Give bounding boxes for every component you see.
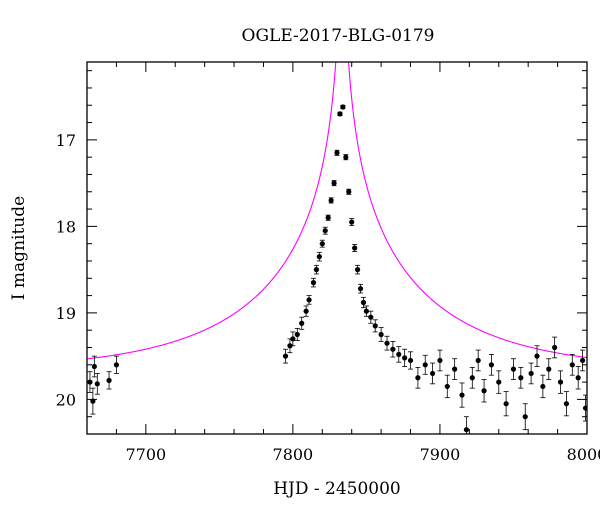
data-point	[94, 373, 100, 395]
data-point	[552, 336, 558, 359]
data-point	[496, 370, 502, 394]
data-point	[534, 345, 540, 367]
data-point	[469, 366, 475, 389]
plot-frame	[86, 61, 588, 435]
data-point	[429, 362, 436, 385]
y-tick-label: 17	[56, 131, 76, 150]
axis-tick-labels: 7700 7800 7900 8000 17 18 19 20	[56, 131, 600, 464]
data-point	[378, 327, 384, 342]
data-point	[346, 188, 352, 195]
data-point	[337, 111, 343, 117]
x-tick-label: 7900	[420, 445, 461, 464]
data-point	[563, 391, 570, 417]
data-point	[363, 305, 370, 317]
data-point	[360, 296, 367, 309]
data-point	[407, 351, 414, 370]
data-point	[299, 316, 305, 330]
data-point	[402, 348, 408, 367]
data-point	[340, 104, 346, 110]
data-point	[396, 346, 402, 363]
data-point	[437, 349, 443, 372]
data-point	[510, 358, 517, 380]
data-point	[463, 416, 470, 434]
data-point	[384, 335, 390, 351]
data-point	[390, 341, 396, 358]
data-point	[290, 331, 296, 347]
data-point	[328, 197, 334, 204]
chart-title: OGLE-2017-BLG-0179	[242, 26, 435, 46]
data-point	[90, 387, 96, 415]
data-point	[313, 264, 320, 275]
y-axis-label: I magnitude	[9, 196, 29, 300]
data-point	[319, 239, 325, 248]
y-tick-label: 20	[56, 390, 76, 409]
data-point	[106, 371, 112, 390]
data-point	[579, 349, 586, 372]
data-point	[372, 319, 378, 333]
data-point	[352, 244, 358, 252]
x-tick-label: 7700	[125, 445, 166, 464]
data-point	[575, 366, 581, 390]
data-point	[113, 355, 120, 374]
data-point	[518, 366, 524, 389]
data-point	[422, 354, 428, 375]
data-point	[310, 277, 317, 288]
model-curve	[87, 62, 587, 360]
data-point	[325, 214, 331, 221]
data-point	[331, 180, 337, 187]
data-point	[357, 283, 364, 294]
data-point	[354, 264, 361, 275]
data-point	[459, 382, 465, 408]
x-axis-label: HJD - 2450000	[273, 479, 401, 499]
data-point	[415, 366, 421, 389]
axis-ticks	[86, 62, 588, 435]
data-point	[557, 370, 564, 394]
data-point	[475, 349, 481, 372]
data-point	[303, 305, 309, 317]
x-tick-label: 8000	[567, 445, 600, 464]
data-point	[306, 295, 312, 305]
y-tick-label: 18	[56, 217, 76, 236]
plot-area	[87, 62, 587, 434]
data-point	[452, 358, 458, 380]
data-point	[343, 154, 349, 161]
data-point	[444, 374, 450, 399]
data-point	[91, 355, 97, 378]
data-point	[528, 362, 534, 385]
data-point	[368, 310, 374, 324]
data-point	[569, 354, 575, 376]
data-point	[481, 379, 487, 403]
y-tick-label: 19	[56, 304, 76, 323]
data-point	[334, 149, 340, 156]
data-point	[316, 251, 322, 262]
data-point	[322, 226, 328, 235]
data-point	[349, 218, 355, 226]
data-point	[540, 374, 546, 399]
data-point	[522, 403, 528, 431]
data-point	[294, 328, 300, 341]
data-point	[546, 358, 552, 380]
data-point	[282, 348, 289, 364]
data-point	[503, 391, 509, 417]
data-point	[488, 354, 495, 376]
x-tick-label: 7800	[273, 445, 314, 464]
